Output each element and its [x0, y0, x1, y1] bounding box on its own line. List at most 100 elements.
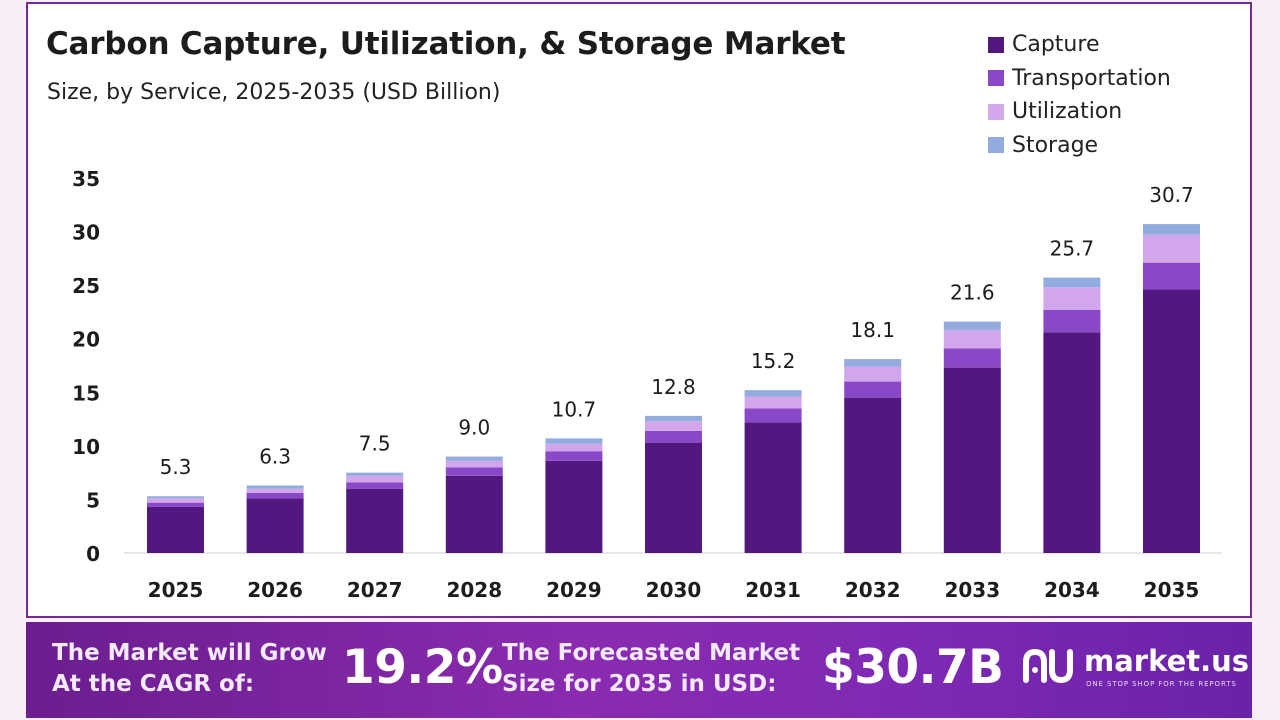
bars: [147, 224, 1200, 553]
bar-segment-capture-2027: [346, 488, 404, 553]
chart-title: Carbon Capture, Utilization, & Storage M…: [46, 26, 846, 62]
forecast-label: The Forecasted Market Size for 2035 in U…: [502, 638, 800, 700]
x-tick-label: 2034: [1044, 578, 1100, 602]
chart-legend: Capture Transportation Utilization Stora…: [988, 28, 1171, 162]
x-tick-label: 2025: [148, 578, 204, 602]
x-tick-label: 2035: [1144, 578, 1200, 602]
bar-segment-capture-2031: [744, 422, 802, 553]
bar-segment-storage-2033: [943, 321, 1001, 331]
total-data-label: 9.0: [458, 416, 490, 440]
y-tick-label: 30: [72, 221, 100, 245]
bar-segment-capture-2034: [1043, 332, 1101, 553]
legend-swatch-capture: [988, 36, 1004, 53]
y-tick-label: 0: [86, 542, 100, 566]
y-tick-label: 15: [72, 381, 100, 405]
x-tick-label: 2027: [347, 578, 403, 602]
bar-segment-transportation-2031: [744, 408, 802, 423]
bar-segment-transportation-2025: [147, 502, 204, 507]
bar-segment-transportation-2030: [645, 430, 702, 443]
bar-segment-storage-2031: [744, 390, 802, 397]
y-tick-label: 10: [72, 435, 100, 459]
bar-segment-utilization-2030: [645, 421, 702, 431]
legend-label-utilization: Utilization: [1012, 99, 1123, 125]
total-data-label: 21.6: [950, 281, 995, 305]
bar-segment-transportation-2026: [246, 493, 304, 499]
total-data-label: 12.8: [651, 375, 696, 399]
brand-name: market.us: [1084, 644, 1250, 678]
bar-segment-storage-2032: [844, 359, 902, 367]
bar-segment-storage-2028: [445, 456, 503, 461]
bar-segment-utilization-2035: [1143, 234, 1200, 263]
x-tick-label: 2031: [745, 578, 801, 602]
bar-segment-storage-2027: [346, 472, 404, 476]
bar-segment-capture-2035: [1143, 289, 1200, 553]
bar-segment-utilization-2029: [545, 443, 603, 452]
bar-segment-transportation-2033: [943, 348, 1001, 368]
bar-segment-utilization-2026: [246, 488, 304, 493]
legend-swatch-utilization: [988, 103, 1004, 120]
total-data-label: 25.7: [1050, 237, 1095, 261]
legend-item-utilization: Utilization: [988, 95, 1171, 129]
bar-segment-utilization-2027: [346, 475, 404, 483]
x-tick-label: 2028: [446, 578, 502, 602]
total-labels: 5.3 6.3 7.5 9.0 10.7 12.8 15.2 18.1 21.6 25.7 30.7: [160, 183, 1194, 479]
bar-segment-capture-2033: [943, 367, 1001, 553]
bar-segment-utilization-2028: [445, 460, 503, 468]
cagr-label-line1: The Market will Grow: [52, 640, 327, 666]
cagr-value: 19.2%: [342, 640, 503, 695]
y-tick-label: 5: [86, 488, 100, 512]
bar-segment-utilization-2031: [744, 396, 802, 409]
bar-segment-storage-2034: [1043, 277, 1101, 288]
bar-segment-capture-2029: [545, 460, 603, 553]
bar-segment-storage-2026: [246, 485, 304, 489]
bar-segment-capture-2028: [445, 475, 503, 553]
bar-segment-utilization-2025: [147, 498, 204, 503]
bar-segment-storage-2030: [645, 415, 702, 422]
total-data-label: 5.3: [160, 455, 192, 479]
bar-segment-utilization-2034: [1043, 287, 1101, 310]
x-tick-label: 2029: [546, 578, 602, 602]
y-tick-label: 35: [72, 167, 100, 191]
total-data-label: 6.3: [259, 445, 291, 469]
bar-segment-transportation-2032: [844, 381, 902, 398]
bar-segment-transportation-2027: [346, 482, 404, 489]
x-tick-label: 2026: [247, 578, 303, 602]
y-tick-label: 20: [72, 328, 100, 352]
bar-segment-transportation-2035: [1143, 262, 1200, 290]
x-tick-label: 2033: [944, 578, 1000, 602]
legend-label-storage: Storage: [1012, 132, 1099, 158]
forecast-value: $30.7B: [822, 640, 1004, 695]
bar-segment-storage-2029: [545, 438, 603, 444]
x-tick-label: 2032: [845, 578, 901, 602]
brand-tagline: ONE STOP SHOP FOR THE REPORTS: [1086, 680, 1237, 688]
cagr-label: The Market will Grow At the CAGR of:: [52, 638, 327, 700]
total-data-label: 30.7: [1149, 183, 1194, 207]
market-us-logo-icon: [1023, 648, 1073, 684]
bar-segment-transportation-2029: [545, 451, 603, 461]
legend-item-storage: Storage: [988, 129, 1171, 163]
cagr-label-line2: At the CAGR of:: [52, 671, 255, 697]
legend-swatch-transportation: [988, 70, 1004, 87]
bar-segment-transportation-2034: [1043, 309, 1101, 333]
footer-banner: The Market will Grow At the CAGR of: 19.…: [26, 622, 1252, 718]
bar-segment-utilization-2033: [943, 330, 1001, 349]
legend-item-transportation: Transportation: [988, 62, 1171, 96]
bar-segment-capture-2032: [844, 397, 902, 553]
total-data-label: 18.1: [850, 318, 895, 342]
bar-segment-capture-2026: [246, 498, 304, 553]
bar-segment-capture-2025: [147, 506, 204, 553]
legend-item-capture: Capture: [988, 28, 1171, 62]
bar-segment-storage-2025: [147, 496, 204, 499]
total-data-label: 15.2: [751, 349, 796, 373]
total-data-label: 10.7: [552, 397, 597, 421]
x-tick-label: 2030: [646, 578, 702, 602]
forecast-label-line2: Size for 2035 in USD:: [502, 671, 777, 697]
forecast-label-line1: The Forecasted Market: [502, 640, 801, 666]
chart-subtitle: Size, by Service, 2025-2035 (USD Billion…: [47, 80, 501, 105]
legend-swatch-storage: [988, 137, 1004, 154]
x-axis-labels: 2025 2026 2027 2028 2029 2030 2031 2032 2033 2034…: [148, 578, 1200, 602]
y-tick-label: 25: [72, 274, 100, 298]
y-axis-ticks: 0 5 10 15 20 25 30 35: [72, 167, 100, 566]
bar-segment-transportation-2028: [445, 467, 503, 476]
